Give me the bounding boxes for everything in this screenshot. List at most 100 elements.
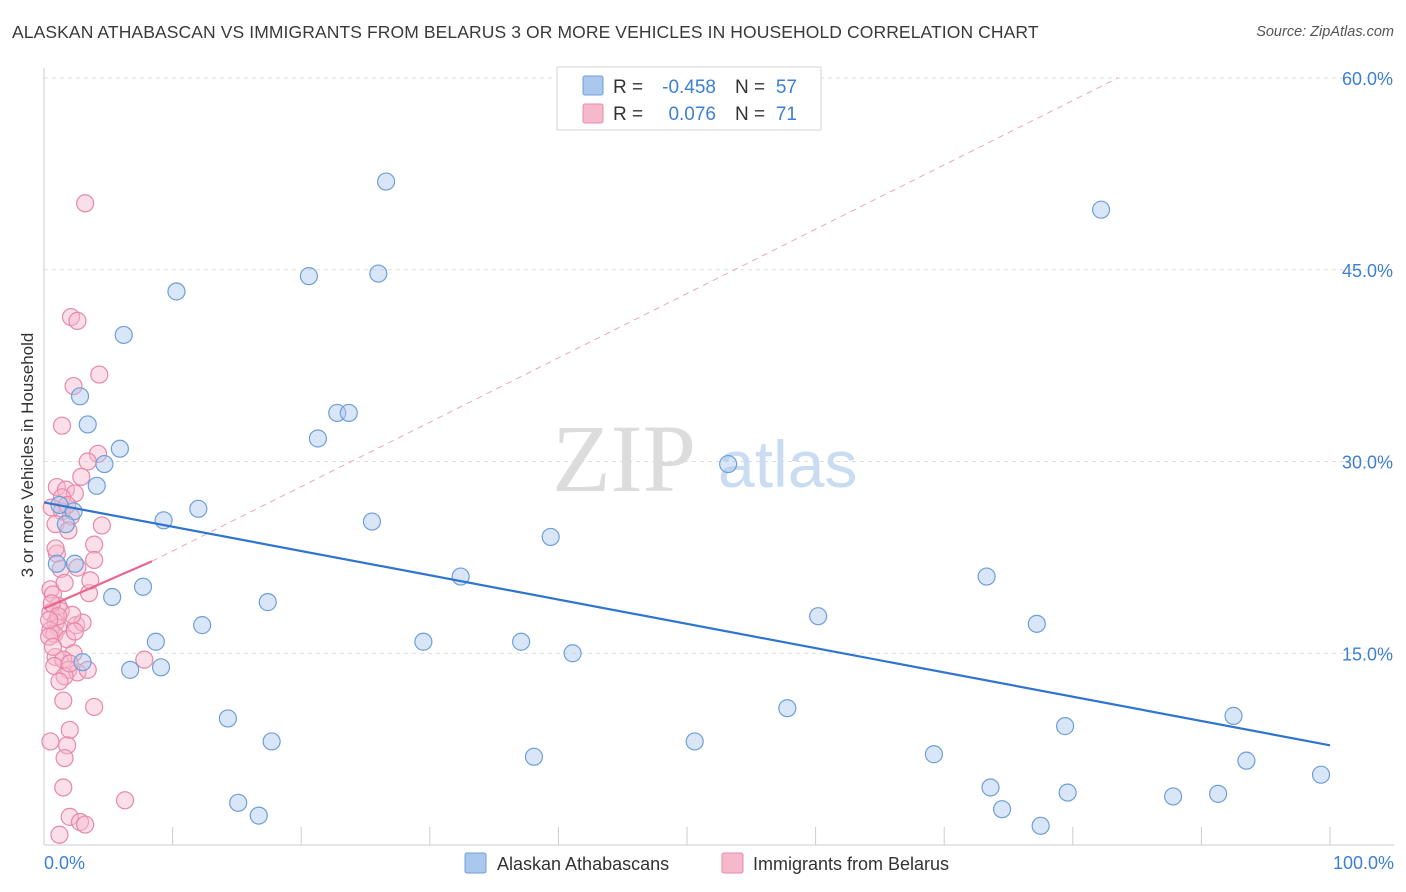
x-tick-label-min: 0.0% [44, 853, 85, 873]
athabascan-point-20 [56, 515, 75, 534]
belarus-point-52 [115, 791, 135, 810]
athabascan-point-38 [218, 709, 237, 728]
x-axis-ticks [43, 827, 1331, 845]
watermark-atlas: atlas [718, 427, 857, 501]
legend-swatch-athabascan [582, 75, 604, 96]
y-axis-tick-labels: 15.0% 30.0% 45.0% 60.0% [1342, 69, 1393, 664]
belarus-point-67 [49, 607, 68, 626]
belarus-point-54 [70, 812, 90, 832]
belarus-point-56 [50, 825, 69, 844]
belarus-point-3 [90, 365, 109, 384]
athabascan-point-0 [376, 172, 396, 191]
belarus-point-0 [76, 194, 95, 213]
belarus-point-53 [60, 807, 79, 826]
athabascan-point-49 [1164, 787, 1183, 806]
athabascan-point-28 [809, 607, 828, 626]
athabascan-point-8 [339, 403, 358, 423]
athabascan-point-39 [1055, 717, 1075, 736]
y-tick-label-3: 60.0% [1342, 69, 1393, 89]
athabascan-point-52 [992, 800, 1012, 819]
belarus-point-19 [85, 535, 104, 554]
belarus-point-48 [41, 732, 60, 751]
belarus-point-51 [54, 778, 73, 797]
y-tick-label-2: 45.0% [1342, 261, 1393, 281]
athabascan-point-56 [73, 653, 92, 672]
athabascan-point-21 [541, 527, 560, 547]
athabascan-point-33 [512, 632, 531, 651]
athabascan-point-55 [47, 554, 66, 573]
belarus-points [40, 194, 154, 844]
athabascan-point-2 [369, 264, 388, 283]
athabascan-point-31 [146, 632, 165, 651]
belarus-point-58 [55, 573, 74, 593]
belarus-point-46 [85, 697, 104, 717]
athabascan-point-44 [924, 745, 944, 764]
belarus-point-69 [40, 610, 59, 630]
athabascan-point-34 [563, 644, 582, 663]
y-tick-label-0: 15.0% [1342, 644, 1393, 664]
athabascan-point-43 [524, 747, 544, 766]
belarus-point-8 [72, 467, 91, 486]
athabascan-trend-line [43, 501, 1331, 747]
athabascan-point-29 [1027, 614, 1046, 633]
athabascan-point-19 [362, 512, 382, 531]
legend-r-value-1: -0.458 [662, 77, 716, 98]
athabascan-point-5 [114, 325, 133, 345]
reference-diagonal [151, 77, 1119, 562]
athabascan-point-46 [1311, 765, 1331, 784]
athabascan-point-36 [121, 660, 140, 679]
bottom-legend-label-belarus: Immigrants from Belarus [753, 854, 949, 874]
reference-diagonal-line [151, 77, 1119, 562]
athabascan-point-45 [1237, 751, 1256, 770]
legend-r-label-1: R = [613, 77, 643, 98]
belarus-point-55 [76, 815, 95, 834]
belarus-point-17 [92, 516, 111, 535]
belarus-point-5 [52, 416, 72, 435]
athabascan-point-32 [414, 632, 433, 651]
athabascan-point-1 [1091, 200, 1111, 219]
athabascan-point-35 [151, 658, 171, 677]
athabascan-point-10 [308, 429, 328, 448]
athabascan-point-25 [133, 577, 153, 596]
athabascan-point-54 [1031, 816, 1050, 835]
athabascan-point-41 [262, 732, 281, 751]
athabascan-point-24 [977, 567, 996, 586]
athabascan-point-42 [685, 732, 704, 751]
belarus-point-47 [60, 720, 79, 740]
legend-n-value-2: 71 [776, 104, 797, 125]
belarus-point-68 [65, 622, 84, 641]
legend-swatch-belarus [582, 103, 604, 124]
bottom-legend-label-athabascan: Alaskan Athabascans [497, 854, 669, 874]
athabascan-point-27 [258, 593, 277, 612]
athabascan-point-22 [65, 554, 84, 573]
athabascan-point-26 [103, 587, 122, 607]
belarus-point-62 [50, 672, 69, 691]
zipatlas-watermark: ZIP atlas [552, 405, 857, 512]
athabascan-point-12 [95, 454, 114, 474]
belarus-point-65 [46, 539, 65, 558]
athabascan-point-53 [249, 806, 268, 825]
belarus-point-21 [85, 550, 104, 570]
belarus-point-44 [135, 650, 154, 669]
belarus-point-61 [60, 654, 79, 673]
watermark-zip: ZIP [552, 405, 696, 512]
trend-lines [43, 501, 1331, 747]
athabascan-point-47 [981, 778, 1000, 797]
athabascan-point-3 [299, 267, 319, 286]
athabascan-points [47, 172, 1331, 835]
athabascan-point-9 [78, 415, 97, 434]
legend-n-label-1: N = [735, 77, 765, 98]
belarus-point-7 [78, 452, 97, 471]
correlation-legend: R = -0.458 N = 57 R = 0.076 N = 71 [556, 66, 822, 131]
bottom-legend-swatch-belarus [721, 852, 744, 874]
legend-r-value-2: 0.076 [668, 104, 716, 125]
athabascan-point-11 [110, 439, 129, 458]
belarus-point-4 [64, 376, 83, 396]
athabascan-point-14 [87, 476, 106, 495]
belarus-point-45 [54, 691, 73, 710]
athabascan-point-50 [1209, 784, 1228, 803]
legend-r-label-2: R = [613, 104, 643, 125]
series-legend: Alaskan Athabascans Immigrants from Bela… [464, 852, 949, 874]
athabascan-point-17 [189, 499, 208, 518]
